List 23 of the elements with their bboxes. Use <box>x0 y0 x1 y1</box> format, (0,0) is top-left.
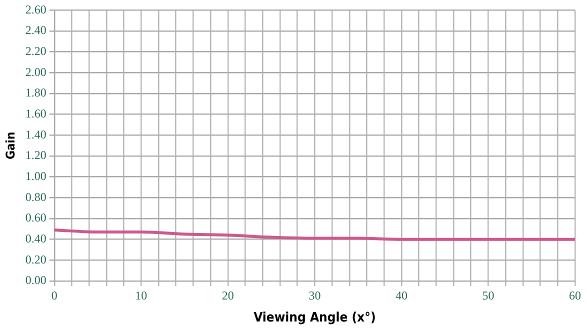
x-tick-label: 60 <box>569 288 581 302</box>
y-tick-label: 1.60 <box>25 106 46 121</box>
x-tick-label: 10 <box>135 288 148 302</box>
y-tick-label: 0.40 <box>25 231 46 246</box>
x-tick-label: 30 <box>308 288 321 302</box>
x-tick-label: 20 <box>222 288 234 302</box>
x-axis-title: Viewing Angle (x°) <box>254 310 376 326</box>
y-tick-label: 2.40 <box>25 23 46 38</box>
y-axis-title: Gain <box>3 132 18 160</box>
y-tick-label: 1.40 <box>25 127 46 142</box>
x-tick-label: 0 <box>51 288 58 302</box>
y-tick-label: 1.80 <box>25 86 46 100</box>
y-tick-label: 0.80 <box>25 190 46 204</box>
x-tick-label: 50 <box>482 288 494 302</box>
y-tick-label: 0.60 <box>25 210 46 225</box>
y-tick-label: 0.20 <box>25 252 46 266</box>
y-tick-label: 0.00 <box>25 273 46 288</box>
x-tick-label: 40 <box>395 288 408 302</box>
y-tick-label: 2.00 <box>25 64 46 79</box>
y-tick-label: 2.20 <box>25 44 46 58</box>
y-tick-label: 1.20 <box>25 148 46 162</box>
y-tick-label: 2.60 <box>25 2 46 16</box>
y-tick-label: 1.00 <box>25 169 46 183</box>
